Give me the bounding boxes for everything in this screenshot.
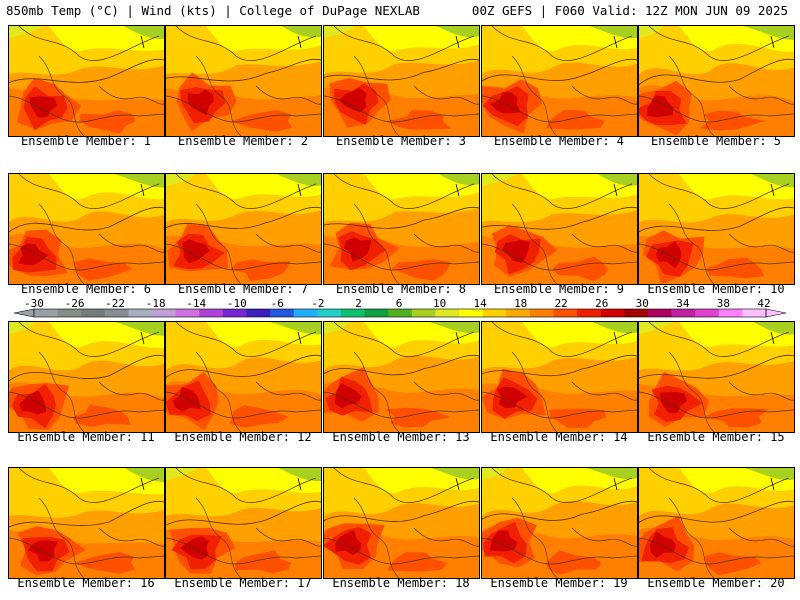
ensemble-member-label: Ensemble Member: 15 [647,430,785,444]
ensemble-member-map [8,467,165,579]
colorbar-swatch [152,309,177,317]
ensemble-member-map [165,25,322,137]
ensemble-member-map [323,25,480,137]
colorbar-tick-label: 10 [433,297,446,310]
colorbar-tick-label: -2 [311,297,324,310]
colorbar-swatch [293,309,318,317]
colorbar-swatch [222,309,247,317]
ensemble-member-map [638,467,795,579]
colorbar-swatch [482,309,507,317]
colorbar-swatch [624,309,649,317]
colorbar-tick-label: -10 [227,297,247,310]
ensemble-member-label: Ensemble Member: 11 [17,430,155,444]
ensemble-member-map [323,173,480,285]
colorbar-tick-label: 26 [595,297,608,310]
ensemble-member-label: Ensemble Member: 13 [332,430,470,444]
ensemble-member-label: Ensemble Member: 12 [174,430,312,444]
ensemble-member-map [165,173,322,285]
ensemble-member-map [481,25,638,137]
colorbar-swatch [388,309,413,317]
colorbar-swatch [671,309,696,317]
colorbar-swatch [577,309,602,317]
colorbar-swatch [270,309,295,317]
colorbar-tick-label: 34 [676,297,690,310]
ensemble-member-map [638,321,795,433]
ensemble-member-label: Ensemble Member: 7 [177,282,309,296]
ensemble-member-label: Ensemble Member: 5 [650,134,782,148]
ensemble-member-label: Ensemble Member: 4 [493,134,625,148]
colorbar-tick-label: -18 [146,297,166,310]
ensemble-member-map [481,173,638,285]
colorbar-swatch [435,309,460,317]
ensemble-member-label: Ensemble Member: 10 [647,282,785,296]
colorbar-swatch [647,309,672,317]
colorbar-swatch [199,309,224,317]
model-run-info: 00Z GEFS | F060 Valid: 12Z MON JUN 09 20… [471,3,788,18]
ensemble-member-map [323,467,480,579]
ensemble-member-map [323,321,480,433]
colorbar-swatch [246,309,271,317]
colorbar-tick-label: -26 [65,297,85,310]
colorbar-tick-label: 2 [355,297,362,310]
colorbar-tick-label: -22 [105,297,125,310]
colorbar-swatch [506,309,531,317]
colorbar-swatch [57,309,82,317]
ensemble-member-label: Ensemble Member: 14 [490,430,628,444]
colorbar-swatch [364,309,389,317]
ensemble-member-label: Ensemble Member: 1 [20,134,152,148]
ensemble-member-label: Ensemble Member: 17 [174,576,312,590]
colorbar-tick-label: -14 [186,297,206,310]
colorbar-swatch [175,309,200,317]
colorbar-swatch [600,309,625,317]
colorbar-tick-label: 42 [757,297,770,310]
colorbar-swatch [128,309,153,317]
ensemble-member-map [165,321,322,433]
temperature-colorbar: -30 -26 -22 -18 -14 -10 -6 -2 2 6 10 14 18 22 26 30 34 38… [13,297,787,318]
ensemble-member-label: Ensemble Member: 8 [335,282,467,296]
colorbar-tick-label: 22 [555,297,568,310]
colorbar-swatch [317,309,342,317]
ensemble-member-label: Ensemble Member: 2 [177,134,309,148]
ensemble-member-label: Ensemble Member: 16 [17,576,155,590]
ensemble-member-label: Ensemble Member: 18 [332,576,470,590]
colorbar-swatch [529,309,554,317]
ensemble-member-map [481,321,638,433]
colorbar-tick-label: 14 [473,297,487,310]
colorbar-tick-label: -6 [271,297,284,310]
ensemble-member-label: Ensemble Member: 19 [490,576,628,590]
colorbar-tick-label: 18 [514,297,527,310]
ensemble-member-map [638,173,795,285]
ensemble-member-map [481,467,638,579]
ensemble-member-map [165,467,322,579]
map-title: 850mb Temp (°C) | Wind (kts) | College o… [6,3,420,18]
ensemble-member-map [8,173,165,285]
ensemble-member-map [8,25,165,137]
colorbar-swatch [718,309,743,317]
ensemble-member-label: Ensemble Member: 20 [647,576,785,590]
colorbar-tick-label: -30 [24,297,44,310]
ensemble-member-map [638,25,795,137]
ensemble-member-map [8,321,165,433]
colorbar-swatch [695,309,720,317]
colorbar-swatch [742,309,767,317]
ensemble-member-label: Ensemble Member: 9 [493,282,625,296]
ensemble-member-label: Ensemble Member: 6 [20,282,152,296]
colorbar-swatch [459,309,484,317]
colorbar-swatch [104,309,129,317]
colorbar-tick-label: 38 [717,297,730,310]
colorbar-swatch [34,309,59,317]
colorbar-swatch [553,309,578,317]
colorbar-tick-label: 6 [396,297,403,310]
colorbar-swatch [411,309,436,317]
colorbar-swatch [340,309,365,317]
colorbar-tick-label: 30 [636,297,649,310]
ensemble-member-label: Ensemble Member: 3 [335,134,467,148]
colorbar-swatch [81,309,106,317]
